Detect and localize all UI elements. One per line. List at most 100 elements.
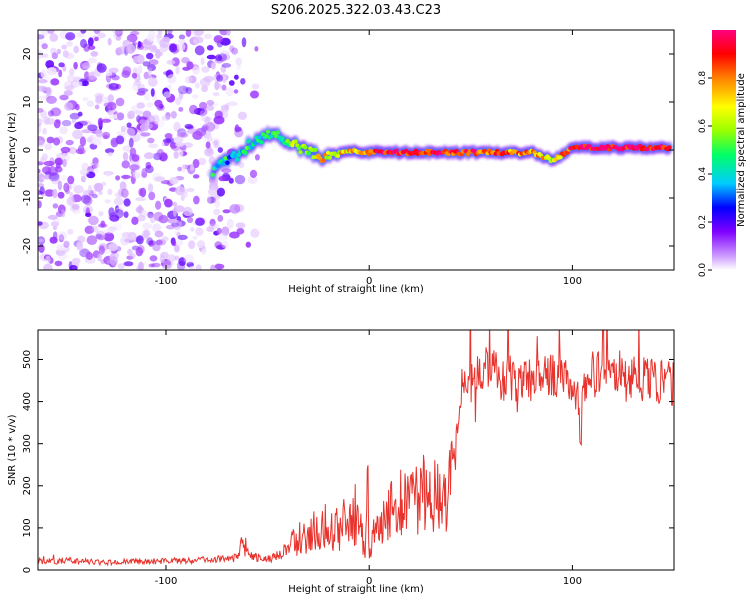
trace-core-blob [293, 139, 298, 144]
noise-blob [250, 228, 260, 238]
noise-blob [137, 41, 142, 48]
noise-blob [207, 135, 213, 142]
noise-blob [206, 99, 215, 106]
noise-blob [139, 123, 150, 132]
noise-blob [201, 248, 207, 255]
trace-core-blob [215, 163, 220, 168]
noise-blob [60, 175, 67, 181]
noise-blob [236, 65, 242, 70]
noise-blob [87, 124, 98, 131]
noise-blob [123, 261, 134, 267]
noise-blob [150, 88, 155, 97]
noise-blob [71, 118, 77, 124]
trace-core-blob [413, 148, 419, 153]
noise-blob [121, 160, 130, 169]
noise-blob [74, 122, 84, 130]
noise-blob [206, 226, 215, 233]
noise-blob [250, 90, 259, 99]
noise-blob [144, 92, 151, 101]
noise-blob [171, 240, 177, 247]
noise-blob [234, 204, 245, 213]
y-tick-label: 20 [22, 48, 33, 61]
noise-blob [47, 166, 59, 177]
noise-blob [59, 126, 68, 135]
noise-blob [65, 139, 74, 146]
noise-blob [57, 180, 63, 191]
trace-core-blob [667, 145, 672, 150]
noise-blob [192, 174, 200, 179]
noise-blob [194, 82, 200, 89]
noise-blob [141, 222, 153, 230]
noise-blob [104, 148, 115, 154]
noise-blob [178, 257, 186, 267]
noise-blob [43, 263, 53, 270]
noise-blob [201, 66, 210, 73]
noise-blob [146, 237, 154, 246]
noise-blob [206, 45, 214, 51]
noise-blob [50, 221, 60, 227]
trace-core-blob [252, 140, 258, 145]
noise-blob [217, 232, 228, 241]
noise-blob [216, 74, 223, 82]
noise-blob [97, 252, 102, 262]
noise-blob [67, 228, 74, 235]
noise-blob [139, 119, 147, 125]
noise-blob [40, 30, 50, 36]
noise-blob [213, 122, 220, 130]
noise-blob [221, 240, 229, 249]
noise-blob [249, 169, 258, 178]
trace-core-blob [472, 149, 477, 154]
trace-core-blob [265, 129, 271, 134]
colorbar-ticks: 0.0 0.2 0.4 0.6 0.8 [698, 71, 712, 277]
noise-blob [111, 30, 123, 35]
noise-blob [156, 34, 162, 39]
noise-blob [145, 165, 154, 174]
noise-blob [181, 163, 186, 173]
noise-blob [91, 193, 98, 199]
trace-core-blob [269, 134, 274, 139]
x-tick-label: 0 [366, 276, 372, 287]
noise-blob [103, 102, 114, 108]
noise-blob [77, 111, 83, 117]
noise-blob [96, 63, 107, 73]
noise-blob [217, 82, 222, 89]
noise-blob [127, 231, 137, 241]
noise-blob [184, 76, 193, 84]
noise-blob [80, 38, 87, 48]
noise-blob [47, 30, 55, 35]
noise-blob [86, 235, 98, 246]
x-tick-label: -100 [155, 576, 178, 587]
noise-blob [226, 218, 234, 229]
noise-blob [61, 44, 68, 50]
noise-blob [120, 236, 130, 246]
noise-blob [38, 79, 48, 84]
noise-blob [234, 74, 239, 80]
noise-blob [139, 187, 147, 198]
noise-blob [39, 186, 45, 195]
noise-blob [38, 183, 45, 188]
noise-blob [126, 122, 132, 128]
noise-blob [205, 141, 211, 149]
noise-blob [153, 211, 164, 222]
noise-blob [216, 187, 225, 197]
noise-blob [111, 75, 120, 81]
noise-blob [172, 219, 183, 230]
noise-blob [43, 160, 55, 167]
noise-blob [136, 214, 146, 222]
noise-blob [93, 30, 101, 35]
noise-blob [46, 95, 57, 104]
noise-blob [178, 34, 186, 40]
noise-blob [53, 119, 61, 129]
noise-blob [157, 104, 165, 112]
noise-blob [91, 225, 99, 233]
noise-blob [148, 263, 155, 268]
noise-blob [71, 146, 76, 155]
noise-blob [121, 188, 129, 198]
noise-blob [121, 70, 131, 78]
snr-y-axis-label: SNR (10 * v/v) [7, 414, 18, 485]
noise-blob [68, 261, 73, 270]
noise-blob [85, 251, 94, 260]
noise-blob [58, 231, 67, 241]
noise-blob [119, 181, 127, 191]
noise-blob [178, 107, 184, 112]
